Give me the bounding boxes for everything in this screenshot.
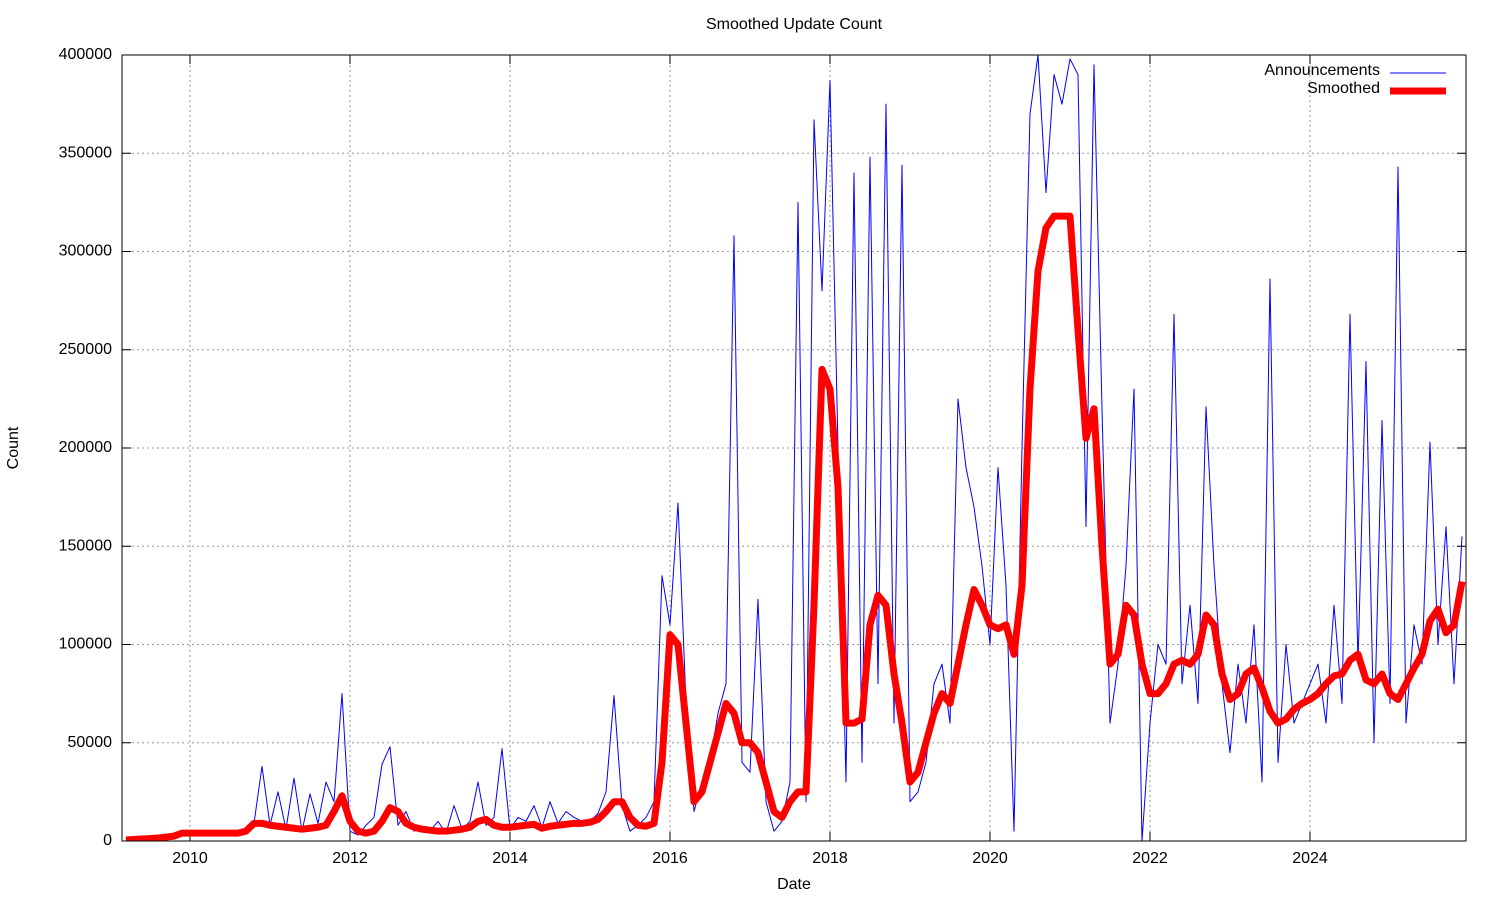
y-tick-label: 400000 (59, 46, 112, 63)
x-tick-label: 2022 (1132, 850, 1168, 867)
series-line (125, 212, 1466, 841)
x-tick-label: 2014 (492, 850, 528, 867)
x-axis-label: Date (777, 876, 811, 893)
plot-frame (121, 54, 1467, 842)
y-tick-label: 0 (103, 832, 112, 849)
y-tick-label: 300000 (59, 243, 112, 260)
y-tick-label: 350000 (59, 144, 112, 161)
y-tick-label: 250000 (59, 341, 112, 358)
x-tick-label: 2020 (972, 850, 1008, 867)
y-tick-label: 150000 (59, 537, 112, 554)
chart-title: Smoothed Update Count (706, 16, 883, 33)
y-tick-label: 200000 (59, 439, 112, 456)
x-tick-label: 2018 (812, 850, 848, 867)
x-tick-label: 2012 (332, 850, 368, 867)
x-tick-label: 2010 (172, 850, 208, 867)
x-tick-label: 2024 (1292, 850, 1328, 867)
legend-label: Smoothed (1307, 80, 1380, 97)
x-tick-label: 2016 (652, 850, 688, 867)
y-tick-label: 50000 (68, 734, 113, 751)
y-axis-label: Count (5, 426, 22, 469)
legend-label: Announcements (1264, 62, 1380, 79)
y-tick-label: 100000 (59, 636, 112, 653)
